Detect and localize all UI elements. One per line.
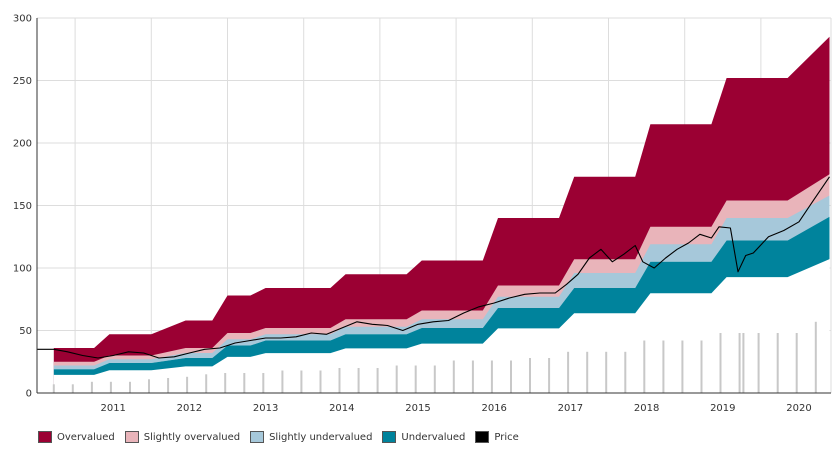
dividend-bar [548, 358, 551, 393]
dividend-bar [529, 358, 531, 393]
legend-label-price: Price [494, 431, 519, 443]
dividend-bar [52, 384, 55, 394]
legend-item-price[interactable]: Price [475, 431, 519, 443]
legend-item-undervalued[interactable]: Undervalued [382, 431, 465, 443]
legend-label-overvalued: Overvalued [57, 431, 115, 443]
dividend-bar [433, 365, 436, 393]
dividend-bar [776, 333, 779, 393]
dividend-bar [395, 365, 398, 393]
legend-swatch-price [475, 431, 490, 443]
y-tick-label: 50 [19, 326, 32, 337]
dividend-bar [624, 351, 627, 394]
dividend-bar [414, 365, 417, 393]
dividend-bar [376, 368, 379, 393]
legend-swatch-slightly-undervalued [250, 431, 265, 443]
y-tick-label: 200 [13, 139, 32, 150]
dividend-bar [814, 321, 817, 394]
price-series-line [37, 176, 830, 359]
dividend-bar [71, 384, 74, 394]
x-tick-label: 2017 [558, 403, 583, 414]
legend-item-slightly-undervalued[interactable]: Slightly undervalued [250, 431, 372, 443]
legend-label-undervalued: Undervalued [401, 431, 466, 443]
x-tick-label: 2011 [100, 403, 125, 414]
dividend-bar [719, 333, 722, 393]
legend: Overvalued Slightly overvalued Slightly … [38, 431, 519, 443]
y-tick-label: 0 [26, 389, 32, 400]
x-tick-label: 2015 [405, 403, 430, 414]
x-tick-label: 2014 [329, 403, 354, 414]
dividend-bar [795, 333, 798, 393]
y-tick-labels: 0 50 100 150 200 250 300 [13, 14, 32, 400]
x-tick-label: 2018 [634, 403, 659, 414]
dividend-bar [319, 370, 322, 393]
dividend-bar [490, 360, 493, 393]
legend-item-overvalued[interactable]: Overvalued [38, 431, 115, 443]
dividend-bar [148, 379, 150, 394]
dividend-bar [281, 370, 284, 393]
valuation-areas [53, 36, 830, 394]
y-tick-label: 250 [13, 76, 32, 87]
x-tick-label: 2020 [786, 403, 811, 414]
legend-item-slightly-overvalued[interactable]: Slightly overvalued [124, 431, 241, 443]
dividend-bar [300, 370, 303, 393]
legend-label-slightly-undervalued: Slightly undervalued [269, 431, 373, 443]
dividend-bar [90, 381, 93, 394]
dividend-bar [643, 340, 646, 393]
dividend-bar [338, 368, 341, 393]
area-undervalued [53, 216, 830, 375]
price-line [37, 176, 830, 359]
dividend-bars [52, 321, 817, 394]
dividend-bar [205, 374, 208, 394]
dividend-bar [471, 360, 474, 393]
dividend-bar [224, 373, 227, 393]
legend-swatch-slightly-overvalued [124, 431, 139, 443]
y-tick-label: 150 [13, 201, 32, 212]
dividend-bar [742, 333, 745, 393]
legend-swatch-undervalued [382, 431, 397, 443]
legend-swatch-overvalued [38, 431, 52, 443]
y-tick-label: 100 [13, 264, 32, 275]
dividend-bar [510, 360, 512, 393]
x-tick-label: 2019 [710, 403, 735, 414]
dividend-bar [186, 376, 189, 394]
x-tick-label: 2012 [177, 403, 202, 414]
legend-label-slightly-overvalued: Slightly overvalued [143, 431, 241, 443]
dividend-bar [757, 333, 760, 393]
x-tick-label: 2013 [253, 403, 278, 414]
dividend-bar [681, 340, 684, 393]
x-tick-label: 2016 [481, 403, 506, 414]
dividend-bar [357, 368, 360, 393]
dividend-bar [738, 333, 741, 393]
dividend-bar [109, 381, 112, 394]
dividend-bar [567, 351, 570, 394]
dividend-bar [262, 373, 265, 393]
dividend-bar [662, 340, 665, 393]
dividend-bar [129, 381, 131, 394]
y-tick-label: 300 [13, 14, 32, 25]
axes [36, 18, 831, 394]
x-tick-labels: 2011 2012 2013 2014 2015 2016 2017 2018 2019 2020 [100, 403, 811, 414]
dividend-bar [605, 351, 608, 394]
dividend-bar [700, 340, 703, 393]
dividend-bar [167, 378, 170, 393]
dividend-bar [243, 373, 246, 393]
dividend-bar [586, 351, 589, 394]
dividend-bar [452, 360, 455, 393]
